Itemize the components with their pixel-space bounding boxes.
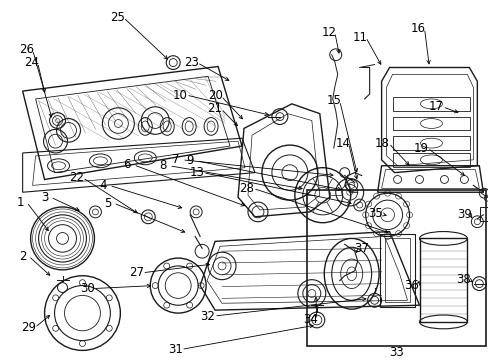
Text: 23: 23 xyxy=(183,56,198,69)
Bar xyxy=(479,207,488,221)
Bar xyxy=(392,153,469,167)
Text: 6: 6 xyxy=(123,158,131,171)
Text: 18: 18 xyxy=(374,137,389,150)
Text: 1: 1 xyxy=(17,195,24,208)
Text: 36: 36 xyxy=(403,279,418,292)
Text: 12: 12 xyxy=(321,26,336,39)
Bar xyxy=(379,234,414,307)
Text: 25: 25 xyxy=(110,11,124,24)
Text: 17: 17 xyxy=(428,100,443,113)
Bar xyxy=(392,136,469,150)
Text: 34: 34 xyxy=(303,314,318,327)
Text: 22: 22 xyxy=(69,171,84,184)
Text: 39: 39 xyxy=(456,208,471,221)
Bar xyxy=(419,238,467,322)
Text: 31: 31 xyxy=(167,343,182,356)
Text: 21: 21 xyxy=(207,102,222,115)
Text: 28: 28 xyxy=(239,182,254,195)
Text: 29: 29 xyxy=(21,321,36,334)
Text: 38: 38 xyxy=(455,273,470,286)
Text: 19: 19 xyxy=(413,141,428,154)
Text: 4: 4 xyxy=(100,179,107,192)
Text: 33: 33 xyxy=(388,346,403,359)
Text: 15: 15 xyxy=(325,94,341,107)
Text: 14: 14 xyxy=(335,137,349,150)
Text: 9: 9 xyxy=(186,154,194,167)
Text: 3: 3 xyxy=(41,191,48,204)
Bar xyxy=(392,97,469,111)
Text: 8: 8 xyxy=(159,159,166,172)
Text: 37: 37 xyxy=(353,242,368,255)
Bar xyxy=(306,190,486,346)
Text: 24: 24 xyxy=(24,56,39,69)
Text: 2: 2 xyxy=(19,249,26,262)
Text: 13: 13 xyxy=(189,166,204,179)
Text: 32: 32 xyxy=(200,310,215,323)
Text: 11: 11 xyxy=(351,31,366,44)
Text: 10: 10 xyxy=(172,89,187,102)
Text: 27: 27 xyxy=(128,266,143,279)
Text: 30: 30 xyxy=(80,282,95,295)
Text: 16: 16 xyxy=(410,22,425,35)
Text: 7: 7 xyxy=(172,153,180,166)
Text: 5: 5 xyxy=(103,197,111,210)
Text: 26: 26 xyxy=(19,43,34,56)
Bar xyxy=(384,238,408,302)
Text: 35: 35 xyxy=(367,207,382,220)
Bar xyxy=(392,117,469,130)
Text: 20: 20 xyxy=(207,90,222,103)
